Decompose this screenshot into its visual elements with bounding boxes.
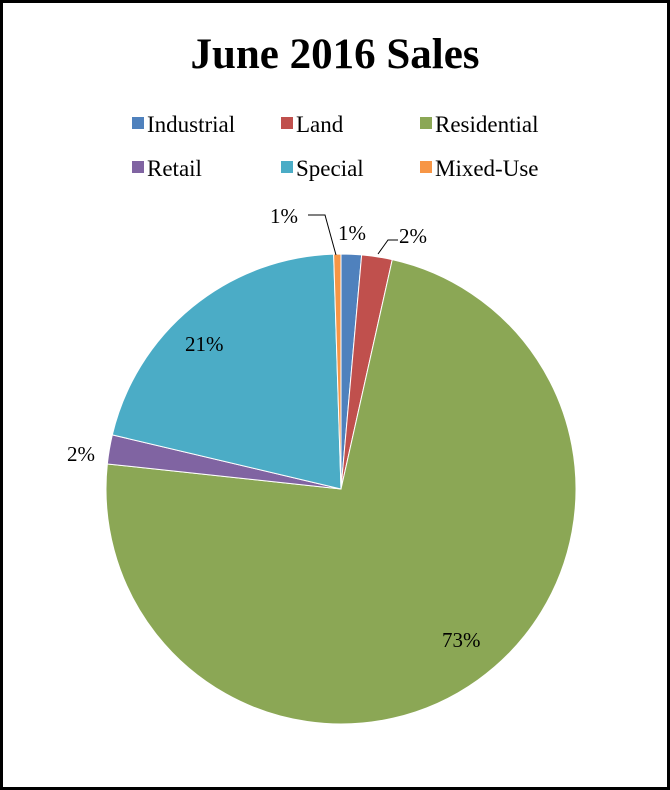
chart-title: June 2016 Sales bbox=[190, 31, 479, 78]
legend-entry-land: Land bbox=[281, 112, 344, 137]
data-label-residential: 73% bbox=[442, 628, 481, 652]
data-label-industrial: 1% bbox=[338, 221, 366, 245]
legend-swatch-land bbox=[281, 117, 293, 129]
data-label-retail: 2% bbox=[67, 442, 95, 466]
legend-label-industrial: Industrial bbox=[147, 112, 235, 137]
pie-slice-special bbox=[111, 253, 342, 490]
legend-entry-industrial: Industrial bbox=[132, 112, 235, 137]
legend-entry-residential: Residential bbox=[420, 112, 538, 137]
legend-swatch-residential bbox=[420, 117, 432, 129]
pie-slice-residential bbox=[105, 259, 577, 725]
legend-label-residential: Residential bbox=[435, 112, 538, 137]
legend-entry-special: Special bbox=[281, 156, 364, 181]
data-labels: 1% 2% 73% 2% 21% 1% bbox=[67, 204, 481, 652]
leader-lines bbox=[308, 214, 398, 256]
data-label-land: 2% bbox=[399, 224, 427, 248]
legend-swatch-mixed-use bbox=[420, 161, 432, 173]
legend-label-land: Land bbox=[296, 112, 344, 137]
legend-swatch-retail bbox=[132, 161, 144, 173]
legend-swatch-industrial bbox=[132, 117, 144, 129]
data-label-special: 21% bbox=[185, 332, 224, 356]
legend-swatch-special bbox=[281, 161, 293, 173]
legend-label-retail: Retail bbox=[147, 156, 202, 181]
pie-slice-mixed-use bbox=[333, 253, 342, 490]
legend: Industrial Land Residential Retail Speci… bbox=[132, 112, 538, 181]
data-label-mixed-use: 1% bbox=[270, 204, 298, 228]
legend-label-special: Special bbox=[296, 156, 364, 181]
legend-entry-mixed-use: Mixed-Use bbox=[420, 156, 538, 181]
legend-entry-retail: Retail bbox=[132, 156, 202, 181]
leader-line-land bbox=[377, 239, 398, 255]
legend-label-mixed-use: Mixed-Use bbox=[435, 156, 538, 181]
pie-slices bbox=[105, 253, 577, 725]
leader-line-mixed-use bbox=[308, 214, 337, 256]
